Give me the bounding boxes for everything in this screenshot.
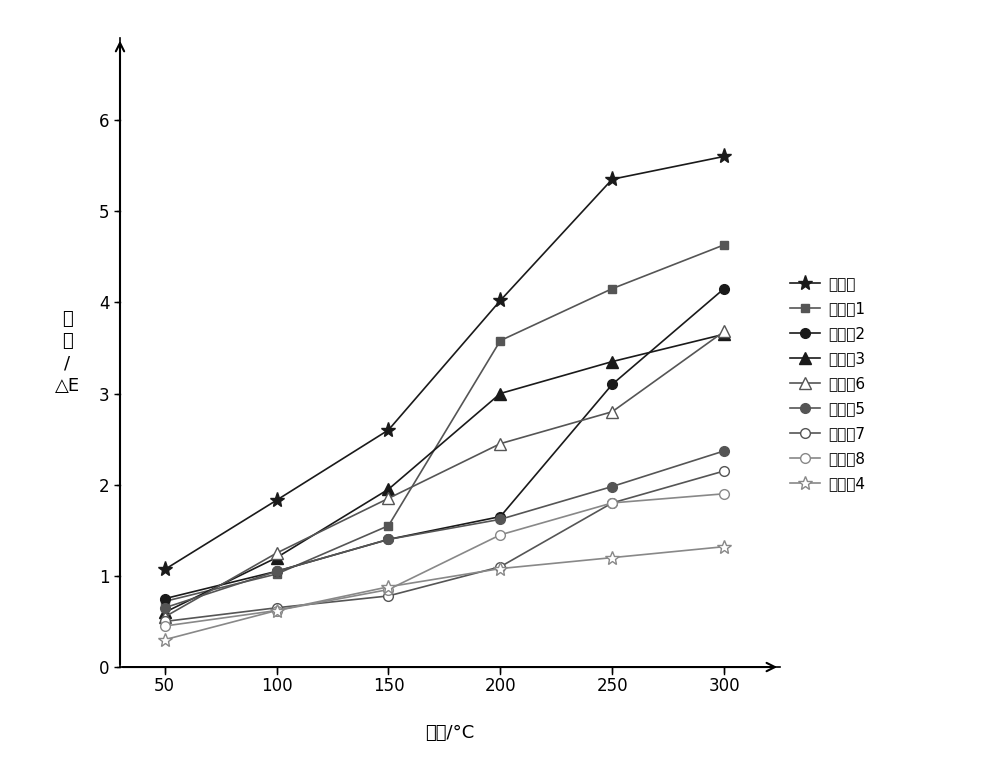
试验组6 xyxy=(718,327,730,336)
试验组4 xyxy=(606,553,618,562)
试验组4 xyxy=(159,635,171,644)
试验组1 xyxy=(382,522,394,531)
试验组7 xyxy=(271,603,283,612)
试验组3 xyxy=(718,330,730,339)
试验组1 xyxy=(718,240,730,249)
试验组5 xyxy=(606,482,618,491)
Line: 试验组6: 试验组6 xyxy=(159,326,730,622)
试验组2 xyxy=(718,284,730,293)
试验组5 xyxy=(718,446,730,456)
试验组8 xyxy=(494,531,506,540)
试验组6 xyxy=(494,439,506,448)
试验组8 xyxy=(382,585,394,594)
Line: 试验组3: 试验组3 xyxy=(159,329,730,618)
对照组 xyxy=(382,425,394,434)
对照组 xyxy=(718,152,730,161)
试验组2 xyxy=(382,535,394,544)
Line: 试验组8: 试验组8 xyxy=(160,489,729,631)
试验组3 xyxy=(382,484,394,493)
对照组 xyxy=(606,174,618,183)
试验组4 xyxy=(382,582,394,591)
Legend: 对照组, 试验组1, 试验组2, 试验组3, 试验组6, 试验组5, 试验组7, 试验组8, 试验组4: 对照组, 试验组1, 试验组2, 试验组3, 试验组6, 试验组5, 试验组7,… xyxy=(784,271,871,497)
试验组5 xyxy=(271,567,283,576)
试验组8 xyxy=(271,606,283,615)
试验组2 xyxy=(606,380,618,389)
试验组7 xyxy=(494,562,506,572)
试验组4 xyxy=(494,564,506,573)
试验组1 xyxy=(494,336,506,345)
试验组7 xyxy=(382,591,394,600)
试验组5 xyxy=(382,535,394,544)
试验组3 xyxy=(606,357,618,366)
试验组7 xyxy=(606,498,618,507)
试验组1 xyxy=(271,569,283,578)
试验组3 xyxy=(159,608,171,617)
试验组3 xyxy=(494,389,506,398)
Line: 对照组: 对照组 xyxy=(157,149,732,577)
对照组 xyxy=(159,565,171,574)
试验组7 xyxy=(718,466,730,475)
对照组 xyxy=(494,296,506,305)
试验组2 xyxy=(271,567,283,576)
试验组6 xyxy=(159,612,171,622)
Text: 温度/°C: 温度/°C xyxy=(425,724,475,741)
试验组4 xyxy=(271,606,283,615)
试验组2 xyxy=(494,512,506,522)
试验组2 xyxy=(159,594,171,603)
试验组4 xyxy=(718,542,730,551)
试验组5 xyxy=(494,515,506,524)
试验组1 xyxy=(159,597,171,606)
Line: 试验组7: 试验组7 xyxy=(160,466,729,626)
试验组5 xyxy=(159,603,171,612)
Line: 试验组1: 试验组1 xyxy=(161,241,728,606)
试验组6 xyxy=(271,549,283,558)
试验组7 xyxy=(159,617,171,626)
Line: 试验组5: 试验组5 xyxy=(160,446,729,612)
对照组 xyxy=(271,496,283,505)
试验组6 xyxy=(606,407,618,416)
Line: 试验组2: 试验组2 xyxy=(160,283,729,603)
Line: 试验组4: 试验组4 xyxy=(158,540,731,647)
Text: 色
差
/
△E: 色 差 / △E xyxy=(55,310,80,395)
试验组8 xyxy=(159,622,171,631)
试验组3 xyxy=(271,553,283,562)
试验组8 xyxy=(718,489,730,498)
试验组8 xyxy=(606,498,618,507)
试验组1 xyxy=(606,284,618,293)
试验组6 xyxy=(382,493,394,503)
